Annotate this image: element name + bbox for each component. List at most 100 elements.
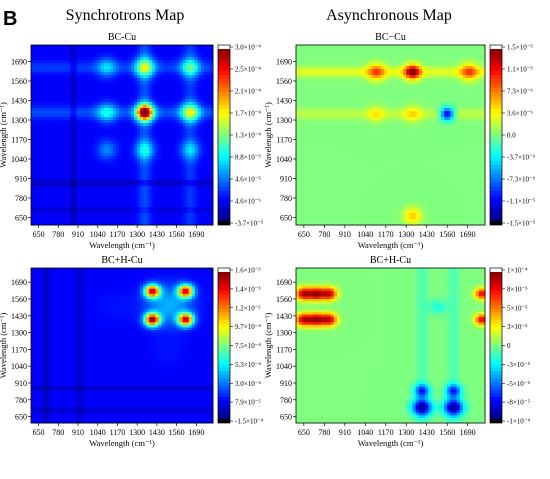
heatmap-cell [131,144,135,148]
heatmap-cell [112,123,117,127]
heatmap-cell [194,111,199,115]
heatmap-cell [146,210,150,214]
heatmap-cell [131,183,135,187]
heatmap-cell [330,156,335,160]
heatmap-cell [94,204,99,208]
heatmap-cell [333,186,338,190]
heatmap-cell [125,207,129,211]
heatmap-cell [125,111,129,115]
heatmap-cell [125,48,129,52]
heatmap-cell [346,123,350,127]
heatmap-cell [349,75,354,79]
heatmap-cell [321,150,325,154]
heatmap-cell [164,159,168,163]
heatmap-cell [128,99,132,103]
heatmap-cell [76,54,80,58]
heatmap-cell [209,66,214,70]
heatmap-cell [143,99,147,103]
heatmap-cell [67,66,71,70]
heatmap-cell [197,213,202,217]
heatmap-cell [164,57,168,61]
heatmap-cell [73,93,77,97]
heatmap-cell [173,126,177,130]
heatmap-cell [314,204,319,208]
heatmap-cell [194,99,199,103]
heatmap-cell [94,48,99,52]
heatmap-cell [330,168,335,172]
heatmap-cell [73,72,77,76]
heatmap-cell [197,111,202,115]
heatmap-cell [173,171,177,175]
heatmap-cell [137,165,141,169]
heatmap-cell [52,75,56,79]
heatmap-cell [167,45,171,49]
heatmap-cell [118,174,123,178]
heatmap-cell [76,156,80,160]
heatmap-cell [349,198,354,202]
heatmap-cell [37,75,41,79]
heatmap-cell [143,201,147,205]
heatmap-cell [185,186,190,190]
heatmap-cell [318,120,322,124]
heatmap-cell [146,174,150,178]
heatmap-cell [112,90,117,94]
heatmap-cell [203,210,208,214]
heatmap-cell [67,150,71,154]
heatmap-cell [43,117,47,121]
heatmap-cell [55,192,59,196]
heatmap-cell [100,204,105,208]
heatmap-cell [61,90,65,94]
heatmap-cell [346,45,350,49]
heatmap-cell [100,114,105,118]
heatmap-cell [296,126,300,130]
heatmap-cell [140,84,144,88]
heatmap-cell [155,96,159,100]
heatmap-cell [149,114,153,118]
heatmap-cell [49,150,53,154]
heatmap-cell [336,57,341,61]
heatmap-cell [149,78,153,82]
heatmap-cell [330,177,335,181]
heatmap-cell [362,60,366,64]
heatmap-cell [131,69,135,73]
heatmap-cell [302,138,306,142]
heatmap-cell [76,48,80,52]
heatmap-cell [79,147,83,151]
heatmap-cell [321,210,325,214]
heatmap-cell [61,144,65,148]
heatmap-cell [67,51,71,55]
heatmap-cell [188,75,193,79]
heatmap-cell [209,75,214,79]
heatmap-cell [34,222,38,226]
heatmap-cell [359,114,363,118]
heatmap-cell [37,174,41,178]
heatmap-cell [197,195,202,199]
heatmap-cell [46,201,50,205]
heatmap-cell [161,51,165,55]
heatmap-cell [321,120,325,124]
heatmap-cell [146,75,150,79]
heatmap-cell [209,132,214,136]
heatmap-cell [362,66,366,70]
heatmap-cell [52,87,56,91]
colorbar-bottom-cap [218,221,230,225]
heatmap-cell [34,144,38,148]
heatmap-cell [203,141,208,145]
heatmap-cell [73,90,77,94]
heatmap-cell [79,114,83,118]
heatmap-cell [161,114,165,118]
heatmap-cell [128,165,132,169]
heatmap-cell [176,168,181,172]
heatmap-cell [206,192,211,196]
heatmap-cell [349,159,354,163]
heatmap-cell [173,183,177,187]
heatmap-cell [131,96,135,100]
heatmap-cell [64,114,68,118]
heatmap-cell [314,72,319,76]
heatmap-cell [82,153,86,157]
heatmap-cell [349,54,354,58]
heatmap-cell [67,219,71,223]
heatmap-cell [46,87,50,91]
heatmap-cell [308,132,313,136]
heatmap-cell [305,162,309,166]
